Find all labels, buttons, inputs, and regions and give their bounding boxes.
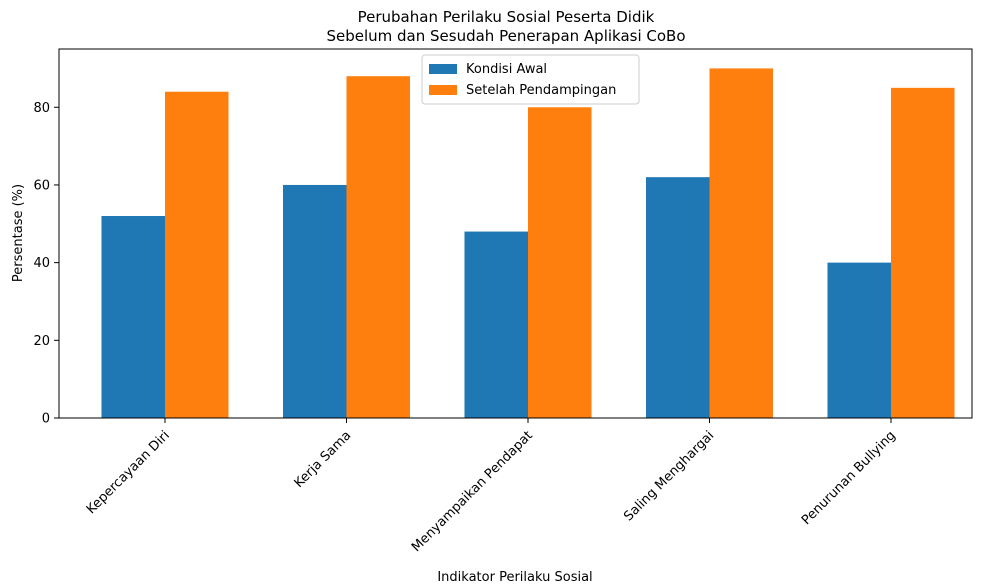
x-tick-label-4: Penurunan Bullying: [799, 428, 899, 528]
bar-setelah-pendampingan-4: [891, 87, 955, 418]
x-tick-label-0: Kepercayaan Diri: [84, 428, 173, 517]
y-tick-label-1: 20: [33, 334, 50, 349]
bar-setelah-pendampingan-2: [528, 107, 592, 418]
bar-kondisi-awal-3: [645, 177, 710, 418]
x-tick-label-2: Menyampaikan Pendapat: [409, 428, 536, 555]
bar-setelah-pendampingan-3: [709, 68, 774, 419]
chart-title-line-2: Sebelum dan Sesudah Penerapan Aplikasi C…: [326, 27, 685, 45]
legend-label-kondisi-awal: Kondisi Awal: [466, 62, 547, 77]
bar-kondisi-awal-2: [464, 231, 528, 418]
legend-box: [421, 54, 640, 105]
legend-swatch-kondisi-awal: [429, 64, 457, 74]
y-axis: 0 20 40 60 80: [33, 101, 59, 427]
chart-title-line-1: Perubahan Perilaku Sosial Peserta Didik: [358, 8, 655, 26]
bar-setelah-pendampingan-1: [346, 76, 411, 418]
plot-frame: [58, 48, 973, 419]
x-tick-label-1: Kerja Sama: [292, 428, 355, 491]
x-axis: Kepercayaan Diri Kerja Sama Menyampaikan P…: [84, 418, 899, 555]
bar-setelah-pendampingan-0: [165, 91, 229, 418]
legend-label-setelah-pendampingan: Setelah Pendampingan: [466, 83, 616, 98]
bars-group: [101, 68, 955, 419]
bar-kondisi-awal-4: [827, 262, 891, 418]
y-axis-label: Persentase (%): [11, 184, 26, 282]
y-tick-label-2: 40: [33, 256, 50, 271]
legend: Kondisi Awal Setelah Pendampingan: [421, 54, 640, 105]
bar-kondisi-awal-0: [101, 216, 165, 418]
legend-swatch-setelah-pendampingan: [429, 85, 457, 95]
y-tick-label-4: 80: [33, 101, 50, 116]
x-axis-label: Indikator Perilaku Sosial: [437, 570, 592, 585]
bar-kondisi-awal-1: [282, 184, 347, 418]
y-tick-label-3: 60: [33, 178, 50, 193]
x-tick-label-3: Saling Menghargai: [621, 428, 717, 524]
y-tick-label-0: 0: [42, 412, 50, 427]
